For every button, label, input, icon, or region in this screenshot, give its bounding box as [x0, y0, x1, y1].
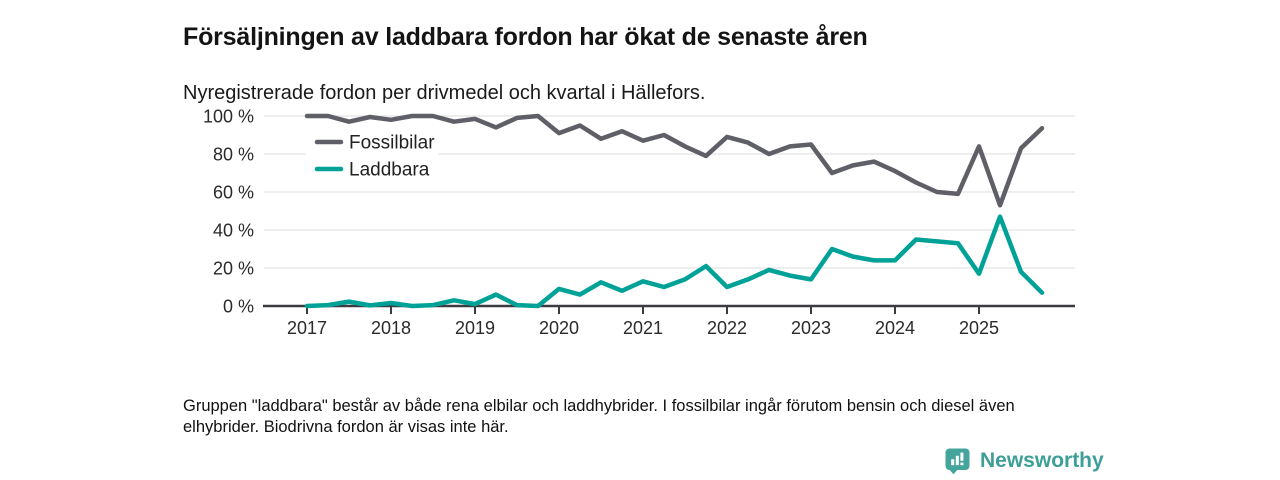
- chart-bubble-icon: [945, 448, 970, 475]
- fossilbilar-line: [304, 113, 1045, 208]
- y-tick-label: 40 %: [213, 221, 254, 241]
- y-tick-label: 20 %: [213, 259, 254, 279]
- x-tick-label: 2020: [539, 318, 579, 338]
- chart-subtitle: Nyregistrerade fordon per drivmedel och …: [183, 82, 706, 104]
- legend-label-laddbara: Laddbara: [349, 160, 430, 181]
- x-tick-label: 2025: [959, 318, 999, 338]
- newsworthy-logo: Newsworthy: [944, 447, 1104, 475]
- logo-text: Newsworthy: [980, 449, 1104, 472]
- laddbara-line: [304, 214, 1045, 309]
- x-tick-label: 2023: [791, 318, 831, 338]
- x-tick-label: 2018: [371, 318, 411, 338]
- legend-label-fossilbilar: Fossilbilar: [349, 133, 435, 154]
- y-tick-label: 60 %: [213, 183, 254, 203]
- chart-title: Försäljningen av laddbara fordon har öka…: [183, 22, 868, 51]
- x-tick-label: 2017: [287, 318, 327, 338]
- y-tick-label: 0 %: [223, 297, 254, 317]
- x-tick-label: 2019: [455, 318, 495, 338]
- x-tick-label: 2024: [875, 318, 915, 338]
- y-tick-label: 100 %: [203, 107, 254, 127]
- chart-footnote: Gruppen "laddbara" består av både rena e…: [183, 396, 1015, 436]
- x-tick-label: 2021: [623, 318, 663, 338]
- x-tick-label: 2022: [707, 318, 747, 338]
- legend-background: [306, 126, 438, 184]
- y-tick-label: 80 %: [213, 145, 254, 165]
